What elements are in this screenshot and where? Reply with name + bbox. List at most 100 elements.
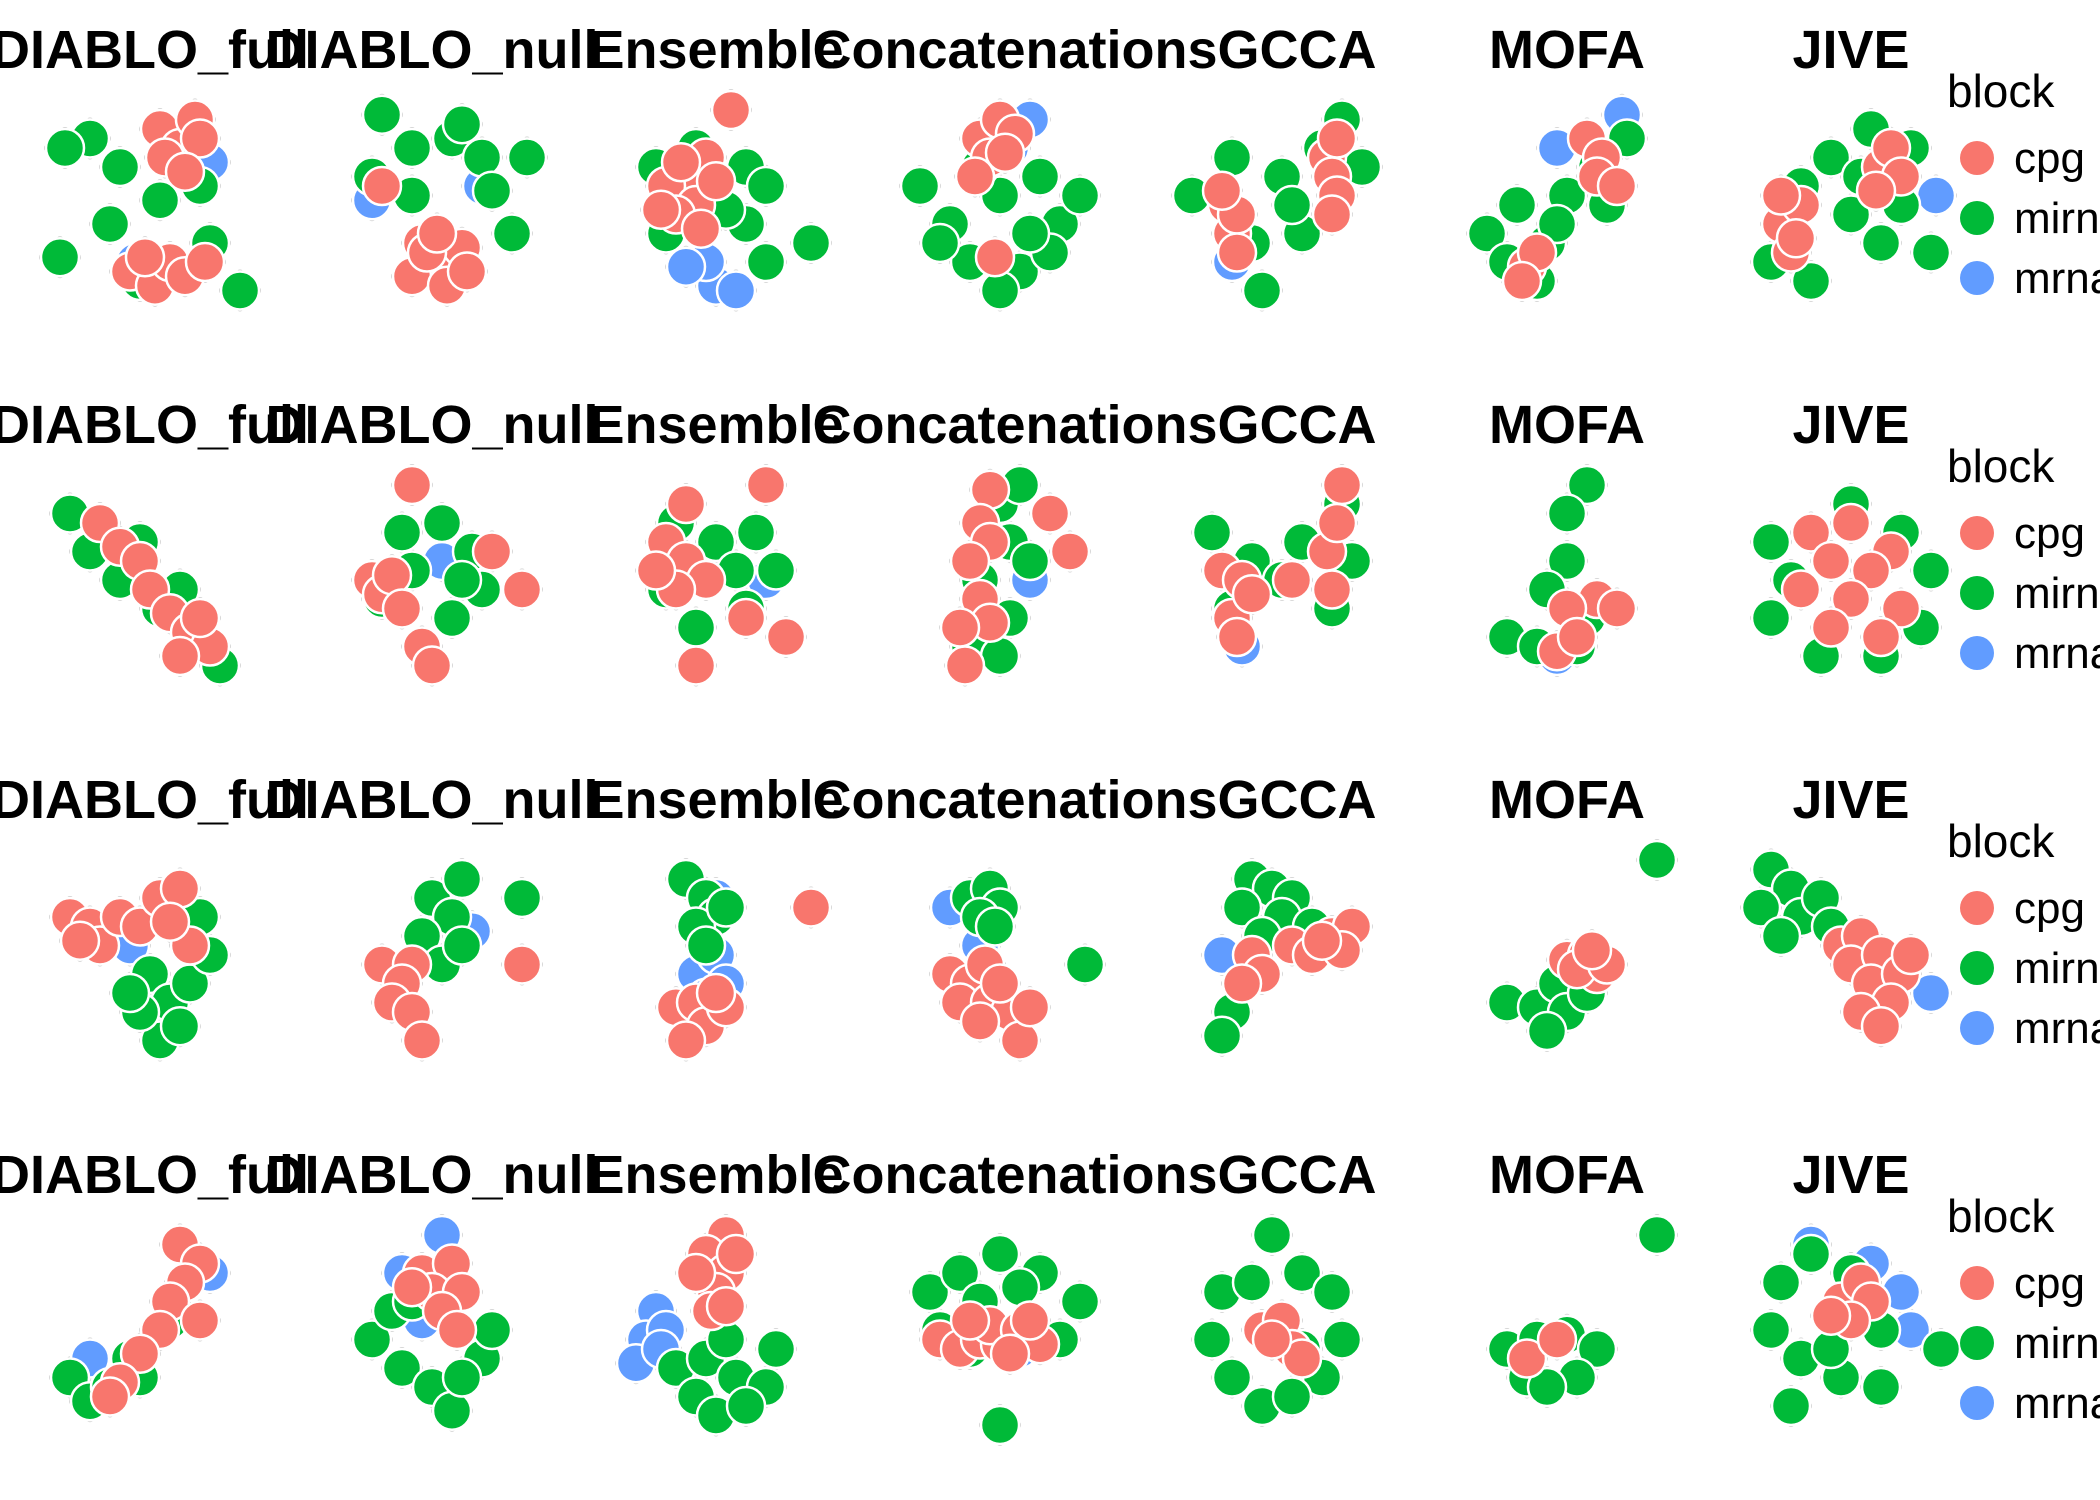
data-point-cpg bbox=[164, 151, 206, 192]
panel-title: DIABLO_full bbox=[0, 395, 309, 455]
panel-title: Concatenation bbox=[812, 770, 1187, 830]
data-point-mirna bbox=[919, 222, 961, 264]
panel-title: sGCCA bbox=[1187, 395, 1376, 455]
legend-row3: block cpg mirna mrna bbox=[1947, 815, 2100, 1053]
scatter-panel-sgcca-row4: sGCCA bbox=[1187, 1145, 1377, 1427]
legend-column: block cpg mirna mrna block cpg mirna mrna block c… bbox=[1947, 65, 2100, 1428]
data-point-cpg bbox=[1311, 569, 1353, 610]
data-point-cpg bbox=[1810, 607, 1852, 648]
legend-title: block bbox=[1947, 815, 2055, 867]
data-point-cpg bbox=[179, 118, 221, 159]
data-point-cpg bbox=[1251, 1319, 1293, 1360]
legend-label-cpg: cpg bbox=[2014, 509, 2085, 558]
data-point-mirna bbox=[1576, 1328, 1618, 1370]
data-point-cpg bbox=[984, 132, 1026, 173]
data-point-cpg bbox=[501, 569, 543, 610]
data-point-cpg bbox=[89, 1376, 131, 1417]
data-point-mirna bbox=[1064, 944, 1106, 985]
data-point-cpg bbox=[411, 645, 453, 686]
panel-title: Ensemble bbox=[588, 20, 843, 80]
data-point-cpg bbox=[705, 1286, 747, 1327]
data-point-mirna bbox=[745, 165, 787, 207]
data-point-mirna bbox=[109, 972, 151, 1014]
data-point-cpg bbox=[944, 645, 986, 686]
data-point-cpg bbox=[765, 616, 807, 658]
data-point-cpg bbox=[959, 1001, 1001, 1042]
data-point-cpg bbox=[949, 540, 991, 582]
data-point-cpg bbox=[149, 901, 191, 942]
data-point-mirna bbox=[391, 127, 433, 169]
data-point-mirna bbox=[695, 521, 737, 563]
data-point-mirna bbox=[685, 925, 727, 966]
scatter-panel-jive-row4: JIVE bbox=[1750, 1145, 1962, 1427]
data-point-cpg bbox=[989, 1333, 1031, 1374]
scatter-panel-ensemble-row3: Ensemble bbox=[588, 770, 844, 1062]
data-point-mirna bbox=[1910, 232, 1952, 273]
data-point-cpg bbox=[1830, 502, 1872, 544]
panel-title: Ensemble bbox=[588, 395, 843, 455]
data-point-mirna bbox=[1920, 1328, 1962, 1370]
data-point-mirna bbox=[1009, 540, 1051, 582]
data-point-mirna bbox=[1191, 512, 1233, 553]
panel-title: sGCCA bbox=[1187, 20, 1376, 80]
data-point-cpg bbox=[1860, 616, 1902, 658]
data-point-mirna bbox=[471, 170, 513, 211]
scatter-panel-diablo_full-row3: DIABLO_full bbox=[0, 770, 309, 1062]
scatter-panel-ensemble-row1: Ensemble bbox=[588, 20, 844, 312]
data-point-cpg bbox=[416, 213, 458, 254]
panel-title: DIABLO_null bbox=[266, 1145, 599, 1205]
legend-label-cpg: cpg bbox=[2014, 1259, 2085, 1308]
data-point-cpg bbox=[710, 89, 752, 131]
data-point-cpg bbox=[159, 635, 201, 677]
data-point-cpg bbox=[391, 1267, 433, 1308]
panel-title: DIABLO_full bbox=[0, 1145, 309, 1205]
data-point-mirna bbox=[1211, 1357, 1253, 1398]
data-point-cpg bbox=[1216, 616, 1258, 658]
panel-title: JIVE bbox=[1792, 770, 1909, 830]
panel-title: sGCCA bbox=[1187, 1145, 1376, 1205]
data-point-cpg bbox=[1536, 1319, 1578, 1360]
panel-title: DIABLO_null bbox=[266, 20, 599, 80]
panel-title: JIVE bbox=[1792, 395, 1909, 455]
data-point-cpg bbox=[1009, 1300, 1051, 1341]
data-point-cpg bbox=[1221, 963, 1263, 1004]
scatter-panel-diablo_full-row1: DIABLO_full bbox=[0, 20, 309, 312]
legend-label-mrna: mrna bbox=[2014, 254, 2100, 303]
data-point-cpg bbox=[790, 887, 832, 928]
data-point-mirna bbox=[1466, 213, 1508, 254]
legend-row2: block cpg mirna mrna bbox=[1947, 440, 2100, 678]
data-point-cpg bbox=[715, 1233, 757, 1275]
data-point-cpg bbox=[471, 531, 513, 572]
data-point-mirna bbox=[351, 1319, 393, 1360]
scatter-panel-diablo_full-row2: DIABLO_full bbox=[0, 395, 309, 687]
data-point-mirna bbox=[1221, 887, 1263, 928]
legend-row4: block cpg mirna mrna bbox=[1947, 1190, 2100, 1428]
data-point-mirna bbox=[99, 146, 141, 188]
scatter-panel-jive-row1: JIVE bbox=[1750, 20, 1957, 302]
data-point-cpg bbox=[1860, 1006, 1902, 1047]
data-point-mirna bbox=[39, 237, 81, 278]
data-point-mirna bbox=[1251, 1214, 1293, 1256]
data-point-mirna bbox=[1760, 1262, 1802, 1303]
data-point-cpg bbox=[184, 241, 226, 283]
legend-swatch-cpg bbox=[1960, 516, 1994, 550]
data-point-mirna bbox=[1770, 1385, 1812, 1427]
data-point-cpg bbox=[1506, 1338, 1548, 1379]
data-point-cpg bbox=[1850, 550, 1892, 591]
data-point-mirna bbox=[44, 127, 86, 169]
panel-grid: DIABLO_fullDIABLO_nullEnsembleConcatenat… bbox=[0, 20, 1962, 1446]
scatter-panel-mofa-row2: MOFA bbox=[1486, 395, 1645, 677]
data-point-mrna bbox=[715, 270, 757, 311]
data-point-mirna bbox=[1271, 1376, 1313, 1417]
data-point-mirna bbox=[1546, 493, 1588, 534]
data-point-cpg bbox=[1775, 218, 1817, 259]
data-point-cpg bbox=[446, 251, 488, 292]
data-point-mirna bbox=[1760, 915, 1802, 957]
panel-title: DIABLO_null bbox=[266, 770, 599, 830]
data-point-cpg bbox=[1571, 930, 1613, 971]
data-point-mirna bbox=[1546, 540, 1588, 582]
data-point-mrna bbox=[1910, 972, 1952, 1014]
data-point-cpg bbox=[1271, 559, 1313, 601]
panel-title: JIVE bbox=[1792, 20, 1909, 80]
data-point-mirna bbox=[755, 1328, 797, 1370]
